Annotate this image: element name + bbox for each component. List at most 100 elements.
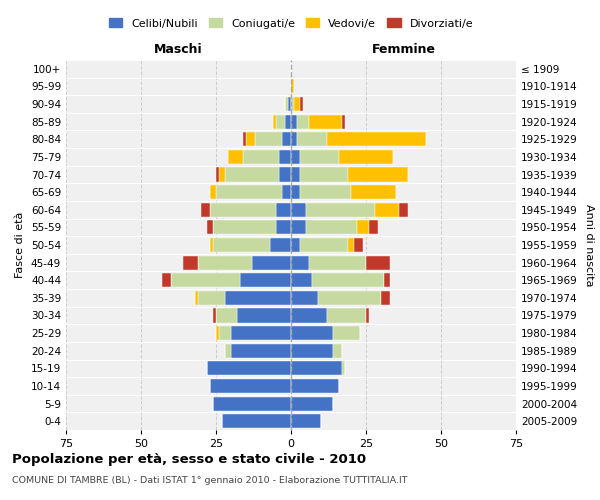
Bar bbox=[195, 291, 198, 305]
Bar bbox=[213, 220, 276, 234]
Bar bbox=[183, 256, 198, 270]
Bar bbox=[327, 132, 426, 146]
Bar bbox=[231, 344, 291, 358]
Bar bbox=[339, 150, 393, 164]
Bar bbox=[348, 238, 354, 252]
Bar bbox=[291, 308, 327, 322]
Bar bbox=[243, 132, 246, 146]
Bar bbox=[210, 202, 276, 217]
Bar bbox=[291, 414, 321, 428]
Bar bbox=[306, 202, 375, 217]
Bar bbox=[312, 273, 384, 287]
Bar bbox=[228, 150, 243, 164]
Bar bbox=[291, 97, 294, 111]
Bar bbox=[291, 326, 333, 340]
Bar bbox=[255, 132, 282, 146]
Bar bbox=[213, 396, 291, 410]
Bar bbox=[288, 97, 291, 111]
Bar bbox=[279, 150, 291, 164]
Legend: Celibi/Nubili, Coniugati/e, Vedovi/e, Divorziati/e: Celibi/Nubili, Coniugati/e, Vedovi/e, Di… bbox=[104, 14, 478, 33]
Text: COMUNE DI TAMBRE (BL) - Dati ISTAT 1° gennaio 2010 - Elaborazione TUTTITALIA.IT: COMUNE DI TAMBRE (BL) - Dati ISTAT 1° ge… bbox=[12, 476, 407, 485]
Bar bbox=[291, 168, 300, 181]
Bar bbox=[291, 185, 300, 199]
Bar bbox=[291, 256, 309, 270]
Bar bbox=[210, 238, 213, 252]
Y-axis label: Anni di nascita: Anni di nascita bbox=[584, 204, 594, 286]
Bar bbox=[207, 220, 213, 234]
Bar bbox=[291, 273, 312, 287]
Bar bbox=[219, 326, 231, 340]
Bar bbox=[276, 114, 285, 128]
Bar bbox=[291, 80, 294, 94]
Bar bbox=[366, 256, 390, 270]
Bar bbox=[342, 114, 345, 128]
Bar bbox=[282, 132, 291, 146]
Bar bbox=[300, 168, 348, 181]
Bar bbox=[279, 168, 291, 181]
Bar bbox=[333, 344, 342, 358]
Bar bbox=[237, 308, 291, 322]
Bar bbox=[216, 185, 282, 199]
Text: Femmine: Femmine bbox=[371, 44, 436, 57]
Bar bbox=[162, 273, 171, 287]
Bar bbox=[210, 185, 216, 199]
Text: Popolazione per età, sesso e stato civile - 2010: Popolazione per età, sesso e stato civil… bbox=[12, 452, 366, 466]
Bar bbox=[270, 238, 291, 252]
Bar bbox=[399, 202, 408, 217]
Bar bbox=[222, 414, 291, 428]
Bar bbox=[291, 220, 306, 234]
Bar bbox=[252, 256, 291, 270]
Bar bbox=[198, 256, 252, 270]
Bar bbox=[348, 168, 408, 181]
Bar bbox=[300, 150, 339, 164]
Bar bbox=[366, 308, 369, 322]
Bar bbox=[243, 150, 279, 164]
Bar bbox=[201, 202, 210, 217]
Bar bbox=[225, 291, 291, 305]
Bar bbox=[171, 273, 240, 287]
Bar bbox=[294, 97, 300, 111]
Bar bbox=[285, 97, 288, 111]
Y-axis label: Fasce di età: Fasce di età bbox=[16, 212, 25, 278]
Bar bbox=[207, 362, 291, 376]
Bar bbox=[291, 132, 297, 146]
Bar bbox=[285, 114, 291, 128]
Bar bbox=[225, 344, 231, 358]
Bar bbox=[309, 114, 342, 128]
Bar bbox=[300, 97, 303, 111]
Bar bbox=[381, 291, 390, 305]
Bar bbox=[300, 238, 348, 252]
Text: Maschi: Maschi bbox=[154, 44, 203, 57]
Bar bbox=[291, 150, 300, 164]
Bar bbox=[300, 185, 351, 199]
Bar bbox=[240, 273, 291, 287]
Bar bbox=[297, 132, 327, 146]
Bar bbox=[291, 344, 333, 358]
Bar bbox=[309, 256, 366, 270]
Bar bbox=[198, 291, 225, 305]
Bar bbox=[297, 114, 309, 128]
Bar bbox=[357, 220, 369, 234]
Bar bbox=[342, 362, 345, 376]
Bar bbox=[246, 132, 255, 146]
Bar bbox=[318, 291, 381, 305]
Bar bbox=[306, 220, 357, 234]
Bar bbox=[369, 220, 378, 234]
Bar bbox=[291, 362, 342, 376]
Bar bbox=[384, 273, 390, 287]
Bar bbox=[276, 220, 291, 234]
Bar bbox=[291, 114, 297, 128]
Bar bbox=[210, 379, 291, 393]
Bar bbox=[375, 202, 399, 217]
Bar bbox=[333, 326, 360, 340]
Bar bbox=[225, 168, 279, 181]
Bar bbox=[291, 379, 339, 393]
Bar bbox=[282, 185, 291, 199]
Bar bbox=[213, 308, 216, 322]
Bar bbox=[213, 238, 270, 252]
Bar bbox=[216, 326, 219, 340]
Bar bbox=[291, 396, 333, 410]
Bar bbox=[216, 168, 219, 181]
Bar bbox=[291, 238, 300, 252]
Bar bbox=[291, 291, 318, 305]
